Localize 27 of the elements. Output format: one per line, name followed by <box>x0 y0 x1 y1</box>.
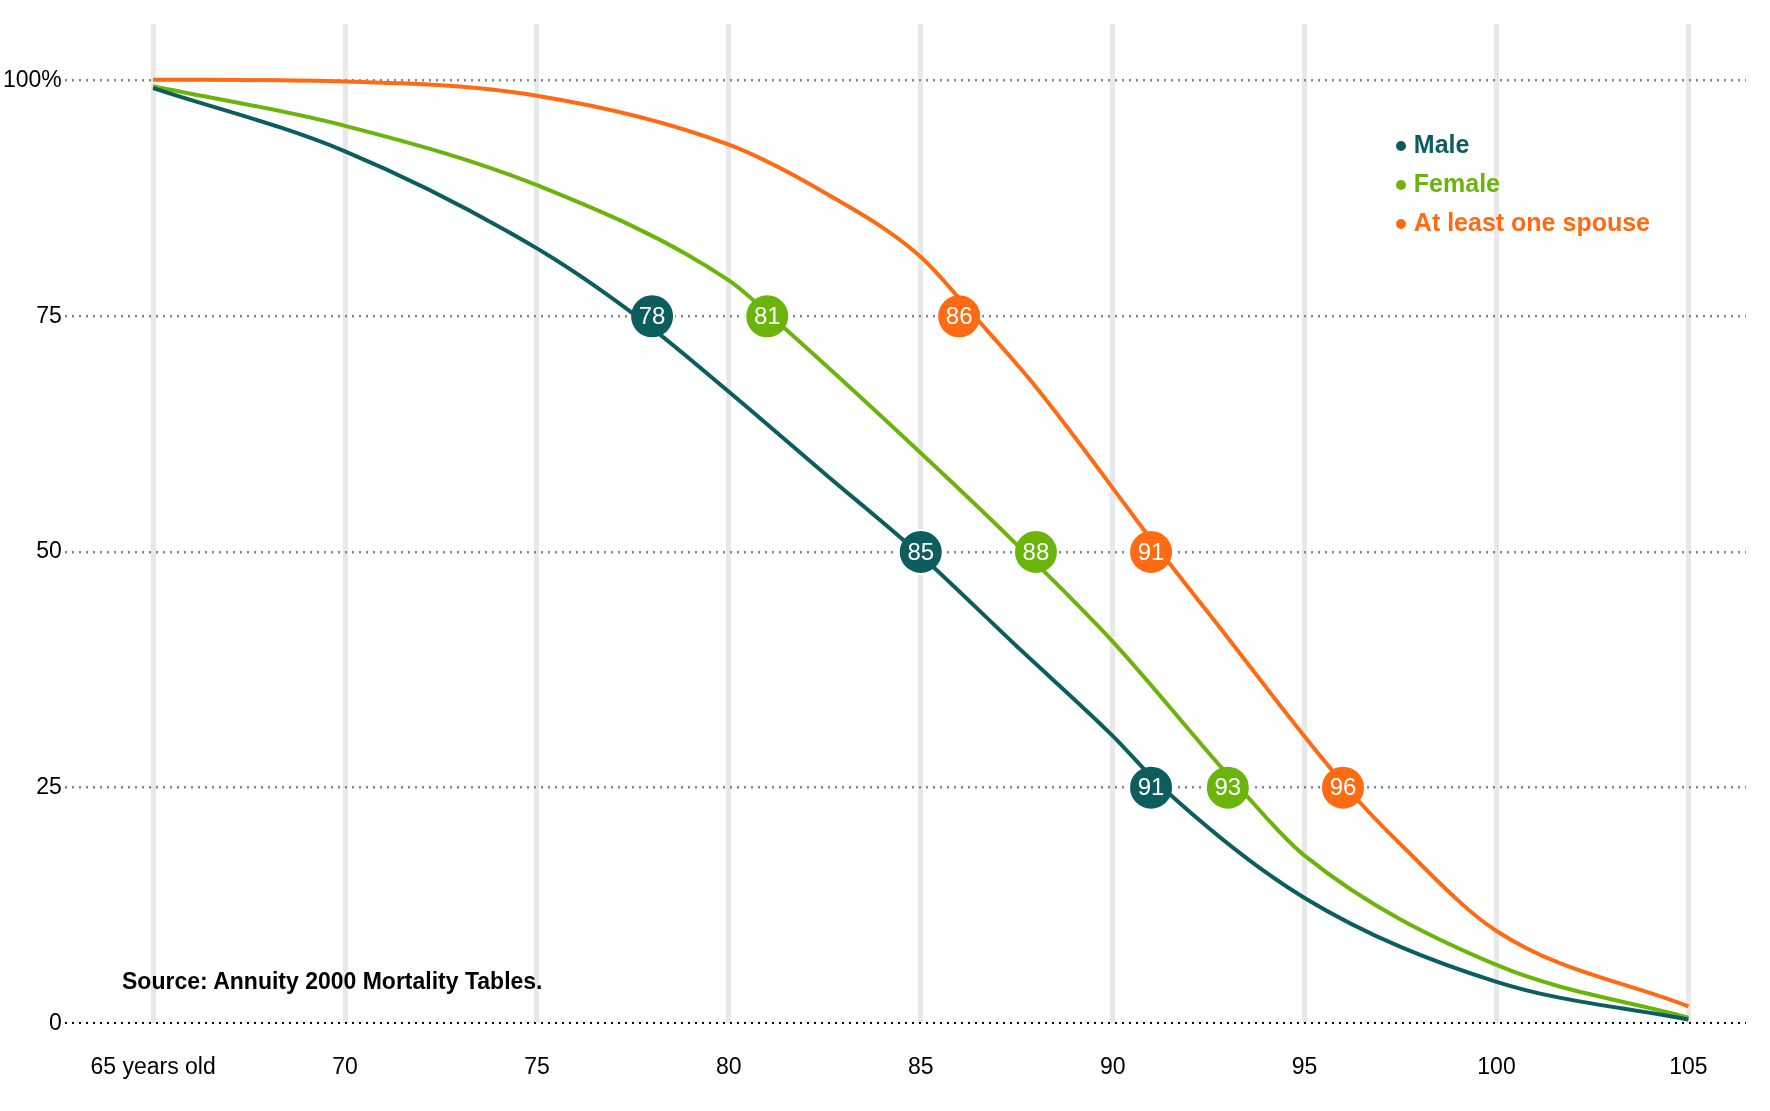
legend-label: At least one spouse <box>1413 208 1650 236</box>
annotation: 85 <box>907 537 935 565</box>
x-tick-label: 95 <box>1291 1052 1318 1079</box>
x-tick-label: 80 <box>716 1052 742 1079</box>
y-tick-label: 100% <box>3 65 62 92</box>
legend-label: Male <box>1413 130 1470 158</box>
x-tick-label: 90 <box>1099 1052 1126 1079</box>
annotation: Source: Annuity 2000 Mortality Tables. <box>122 968 543 995</box>
annotation: 91 <box>1137 773 1165 801</box>
annotation: 91 <box>1137 537 1165 565</box>
x-tick-label: 105 <box>1669 1052 1708 1079</box>
legend-label: Female <box>1413 169 1500 197</box>
y-tick-label: 75 <box>36 301 62 328</box>
annotation: 88 <box>1022 537 1050 565</box>
x-tick-label: 85 <box>907 1052 934 1079</box>
annotation: 93 <box>1214 773 1242 801</box>
annotation: 86 <box>945 301 973 329</box>
annotation: 96 <box>1329 773 1357 801</box>
y-tick-label: 50 <box>36 537 62 564</box>
x-tick-label: 75 <box>524 1052 550 1079</box>
y-tick-label: 0 <box>49 1008 62 1035</box>
annotation: 81 <box>753 301 781 329</box>
y-tick-label: 25 <box>36 773 62 800</box>
x-tick-label: 70 <box>332 1052 358 1079</box>
annotation: 78 <box>638 301 666 329</box>
x-tick-label: 100 <box>1477 1052 1516 1079</box>
x-tick-label: 65 years old <box>90 1052 216 1079</box>
